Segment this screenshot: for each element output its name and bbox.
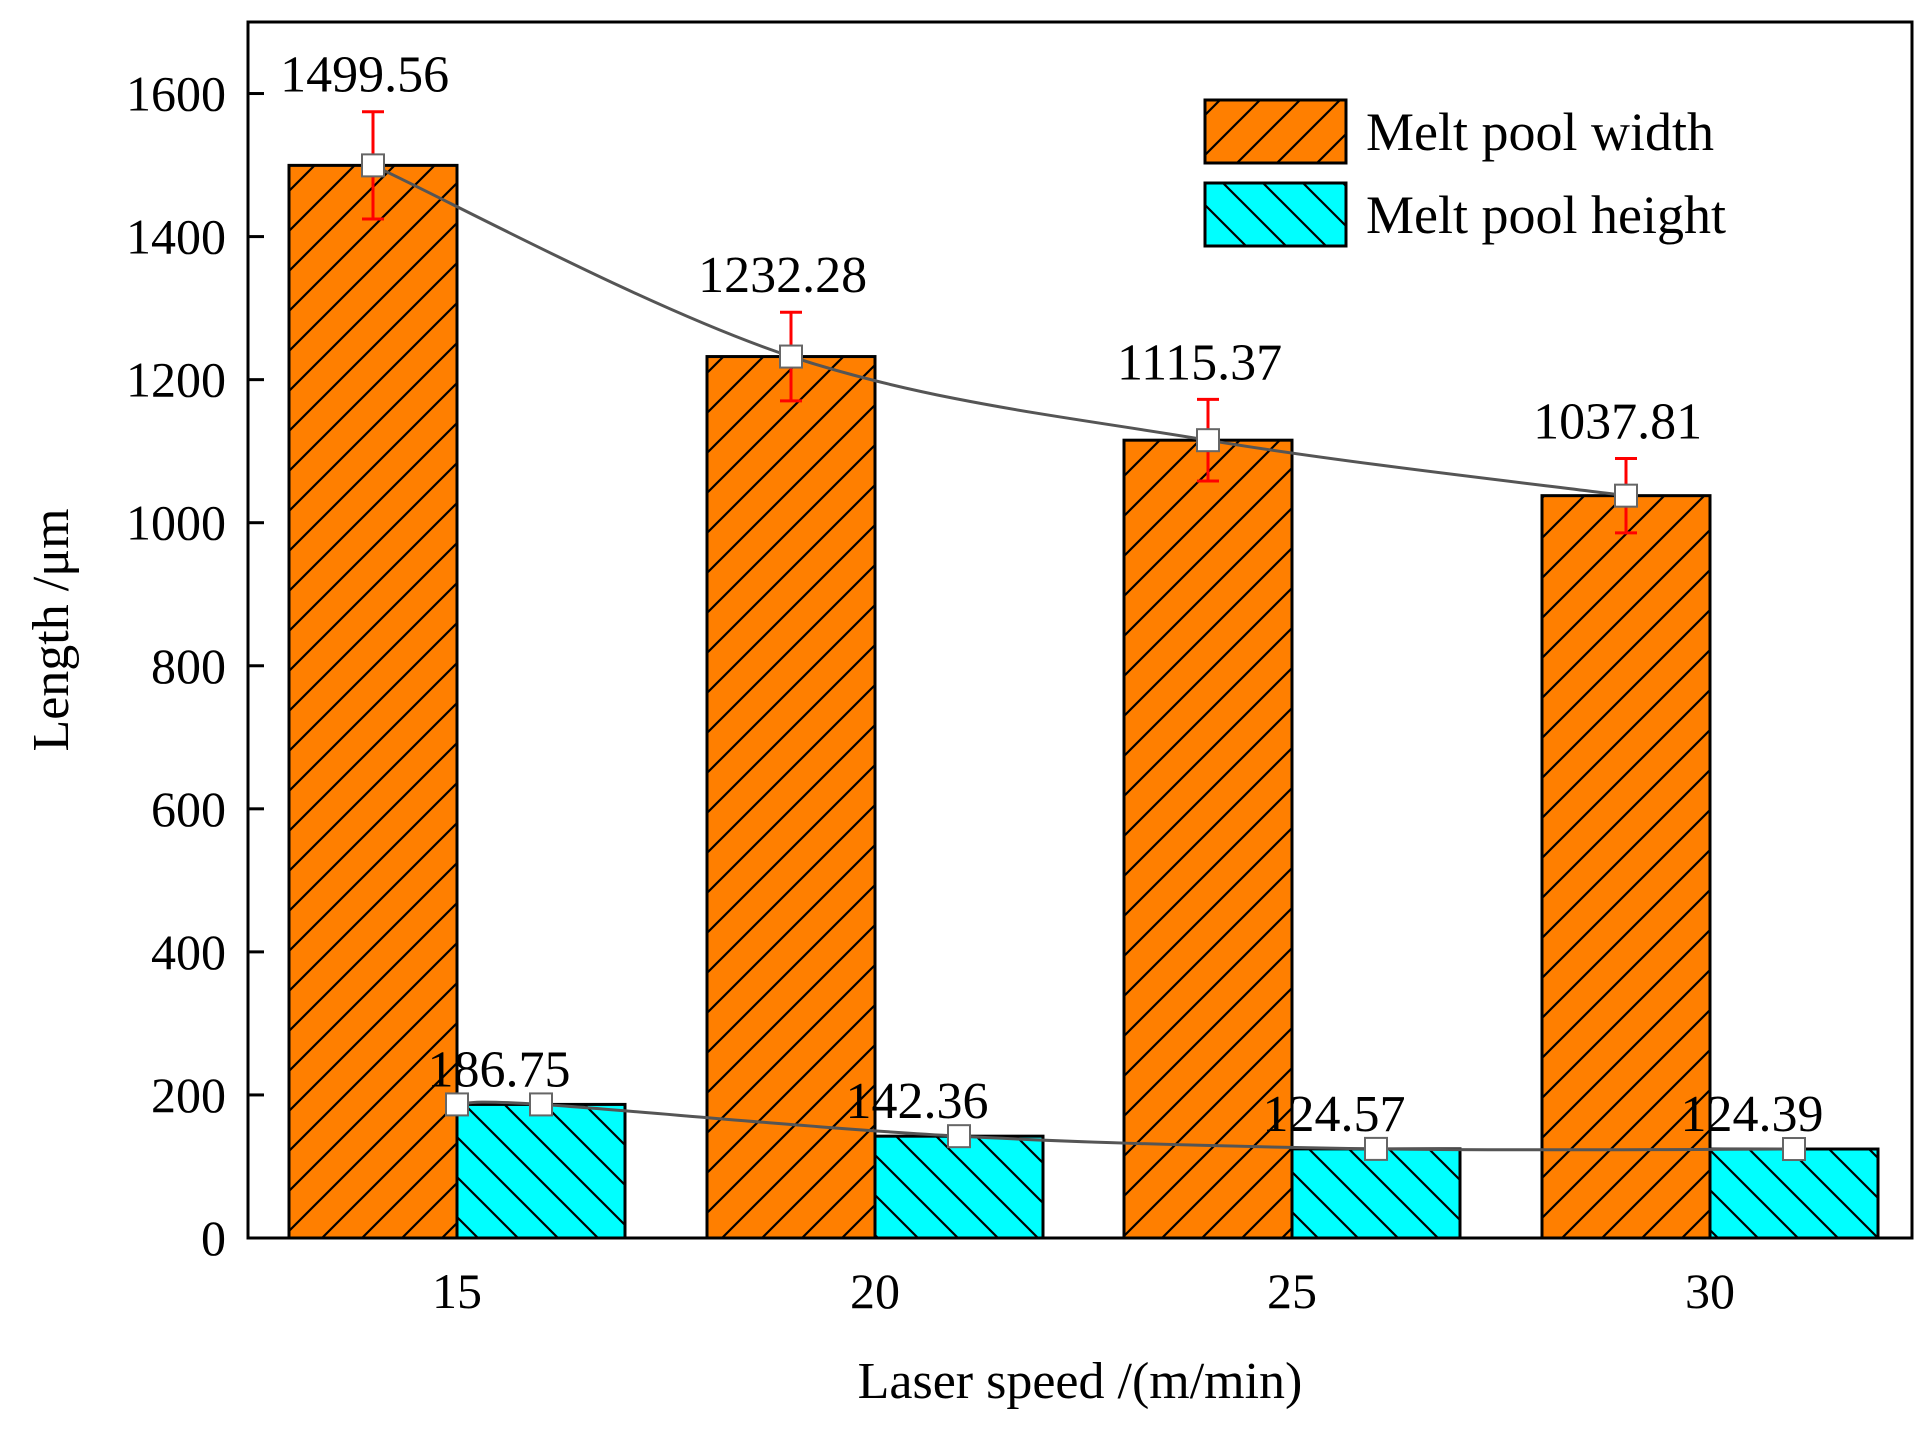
y-axis-title: Length /μm — [23, 508, 80, 751]
x-tick-label: 20 — [850, 1263, 900, 1319]
y-tick-label: 1400 — [126, 209, 226, 265]
value-label-height: 124.57 — [1263, 1086, 1406, 1143]
trend-line-width — [372, 164, 1627, 498]
bar-melt-pool-width — [1540, 494, 1712, 1240]
data-point-marker — [779, 344, 803, 369]
markers-layer — [361, 153, 1806, 1162]
bar-melt-pool-height — [455, 1102, 627, 1240]
data-point-marker — [361, 153, 385, 178]
y-tick-label: 0 — [201, 1210, 226, 1266]
y-tick-label: 1200 — [126, 352, 226, 408]
bar-melt-pool-height — [873, 1134, 1045, 1240]
y-tick-label: 600 — [151, 781, 226, 837]
legend-swatch-width — [1203, 98, 1348, 165]
x-axis-title: Laser speed /(m/min) — [858, 1353, 1303, 1410]
data-point-marker — [1782, 1137, 1806, 1162]
value-labels-layer: 1499.56 1232.28 1115.37 1037.81 186.75 142.36… — [280, 47, 1823, 1143]
bar-melt-pool-width — [287, 163, 459, 1240]
data-point-marker — [1364, 1136, 1388, 1161]
bar-melt-pool-width — [705, 355, 877, 1240]
y-tick-label: 200 — [151, 1067, 226, 1123]
legend-swatch-height — [1203, 181, 1348, 248]
data-point-marker — [445, 1092, 469, 1117]
value-label-width: 1499.56 — [280, 47, 449, 104]
legend-label-width: Melt pool width — [1366, 102, 1714, 162]
bar-melt-pool-height — [1290, 1147, 1462, 1240]
data-point-marker — [1614, 483, 1638, 508]
axes-layer: 0 200 400 600 800 1000 1200 1400 1600 15 20 25 30 — [126, 66, 1735, 1319]
data-point-marker — [1196, 428, 1220, 453]
y-tick-label: 1600 — [126, 66, 226, 122]
x-tick-label: 15 — [432, 1263, 482, 1319]
legend: Melt pool width Melt pool height — [1203, 98, 1726, 248]
value-label-height: 142.36 — [846, 1073, 989, 1130]
value-label-height: 186.75 — [428, 1041, 571, 1098]
x-tick-label: 25 — [1267, 1263, 1317, 1319]
plot-frame — [246, 20, 1914, 1240]
x-tick-label: 30 — [1685, 1263, 1735, 1319]
value-label-width: 1115.37 — [1117, 334, 1282, 391]
y-tick-label: 1000 — [126, 495, 226, 551]
value-label-width: 1232.28 — [698, 247, 867, 304]
legend-label-height: Melt pool height — [1366, 185, 1726, 245]
data-point-marker — [947, 1124, 971, 1149]
y-tick-label: 400 — [151, 924, 226, 980]
value-label-height: 124.39 — [1681, 1086, 1824, 1143]
bar-melt-pool-height — [1708, 1147, 1880, 1240]
y-tick-label: 800 — [151, 638, 226, 694]
data-point-marker — [529, 1092, 553, 1117]
value-label-width: 1037.81 — [1533, 393, 1702, 450]
